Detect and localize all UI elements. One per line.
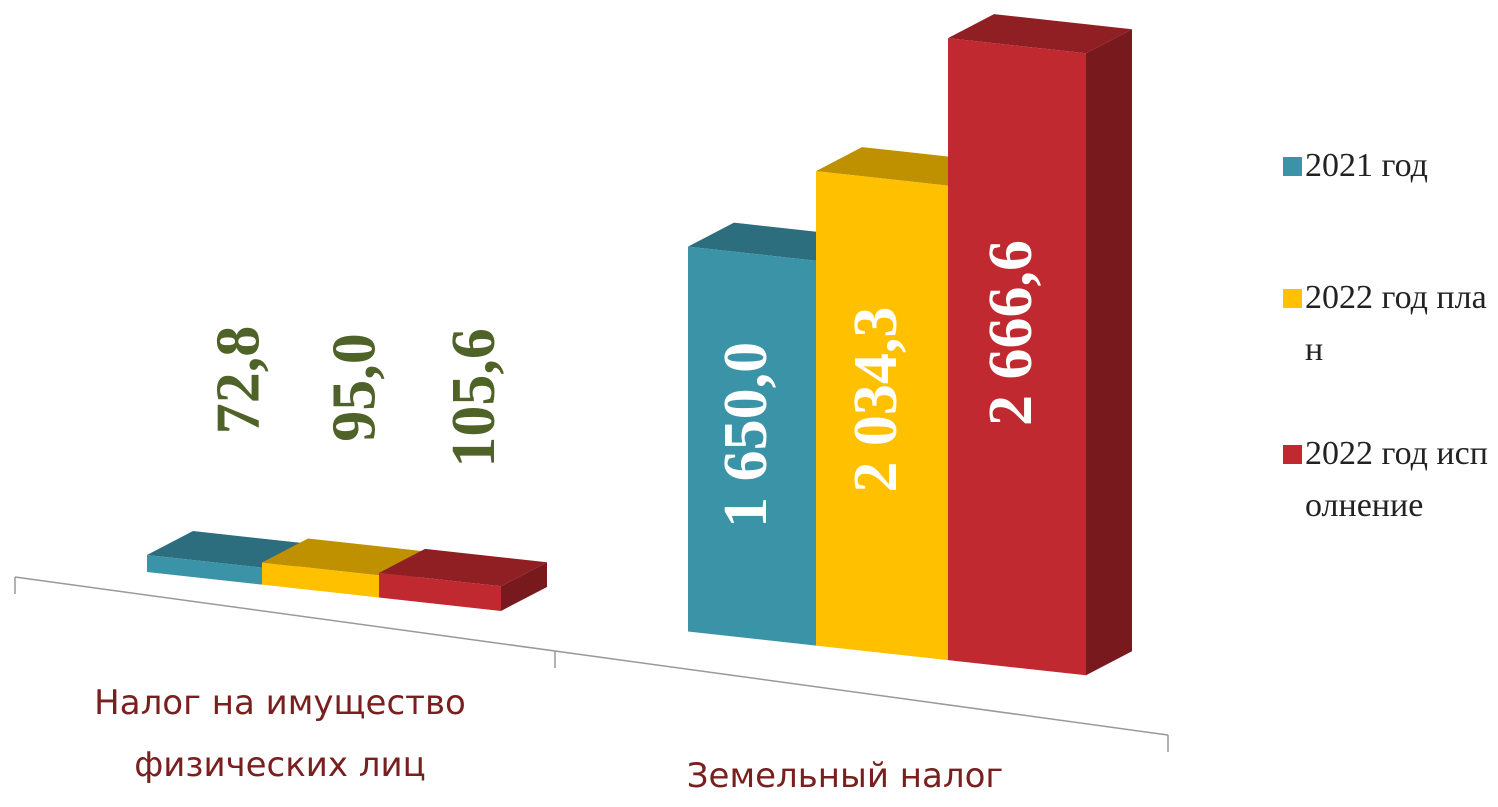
category-label: Земельный налог <box>686 756 1004 796</box>
bar-front <box>816 171 948 661</box>
bar <box>948 14 1132 676</box>
value-label: 2 034,3 <box>842 307 910 493</box>
value-label: 1 650,0 <box>712 342 780 528</box>
bar-side <box>501 562 547 611</box>
legend-item: 2022 год исполнение <box>1283 428 1490 532</box>
floor-axis <box>14 576 1169 752</box>
bar-top <box>262 538 425 576</box>
category-label: Налог на имущество физических лиц <box>94 683 466 785</box>
bar-front <box>147 555 262 585</box>
value-label: 105,6 <box>440 328 508 468</box>
bar-side <box>1086 29 1132 676</box>
legend-swatch <box>1283 157 1302 176</box>
bar-top <box>379 548 547 587</box>
bar-top <box>948 14 1132 54</box>
value-label: 95,0 <box>321 333 389 442</box>
legend-swatch <box>1283 445 1302 464</box>
value-label: 2 666,6 <box>977 240 1045 426</box>
legend-label: 2022 год исполнение <box>1305 435 1488 524</box>
bar-front <box>379 572 501 611</box>
bar-front <box>688 246 816 646</box>
value-label: 72,8 <box>205 326 273 435</box>
legend-item: 2021 год <box>1283 140 1490 192</box>
axis-line <box>14 576 1169 736</box>
bar <box>379 548 547 611</box>
bar-front <box>948 38 1086 676</box>
legend-item: 2022 год план <box>1283 272 1490 376</box>
legend-label: 2022 год план <box>1305 279 1487 368</box>
bar-front <box>262 562 379 598</box>
bar-top <box>147 531 308 568</box>
legend-label: 2021 год <box>1305 147 1428 184</box>
legend-swatch <box>1283 289 1302 308</box>
